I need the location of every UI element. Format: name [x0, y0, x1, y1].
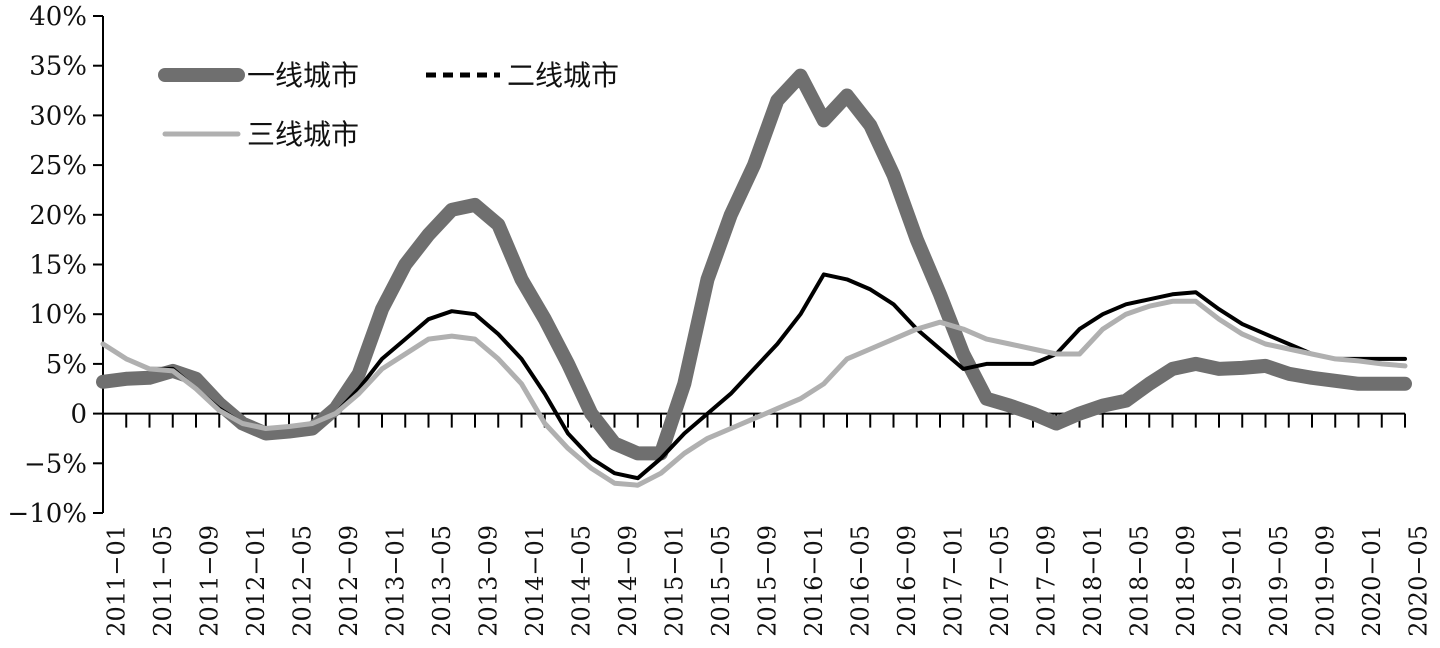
x-axis: 2011−01 2011−05 2011−09 2012−01 2012−05 2012−…	[103, 412, 1433, 637]
y-axis: −10% −5% 0 5% 10% 15% 20% 25% 30% 35% 40%	[7, 2, 104, 529]
x-tick-label: 2017−09	[1033, 525, 1061, 637]
x-tick-label: 2016−01	[800, 525, 828, 637]
x-tick-label: 2017−05	[986, 525, 1014, 637]
y-tick-label: 40%	[29, 2, 87, 32]
series-line-3	[100, 298, 1408, 488]
y-tick-label: 35%	[29, 52, 87, 82]
x-tick-label: 2020−05	[1405, 525, 1433, 637]
x-tick-label: 2015−09	[754, 525, 782, 637]
legend-label-1: 一线城市	[247, 59, 359, 92]
x-tick-label: 2019−05	[1265, 525, 1293, 637]
x-tick-label: 2013−05	[428, 525, 456, 637]
y-tick-label: 30%	[29, 101, 87, 131]
x-tick-label: 2011−01	[103, 525, 131, 637]
x-tick-label: 2018−05	[1126, 525, 1154, 637]
y-tick-label: −5%	[24, 449, 87, 479]
x-tick-label: 2015−05	[707, 525, 735, 637]
x-tick-label: 2020−01	[1358, 525, 1386, 637]
x-tick-label: 2014−09	[614, 525, 642, 637]
series-lines	[96, 68, 1412, 488]
x-tick-label: 2017−01	[940, 525, 968, 637]
x-tick-label: 2012−01	[242, 525, 270, 637]
x-tick-label: 2019−09	[1312, 525, 1340, 637]
x-tick-label: 2011−09	[196, 525, 224, 637]
x-tick-label: 2012−09	[335, 525, 363, 637]
x-tick-label: 2014−05	[568, 525, 596, 637]
x-tick-label: 2015−01	[661, 525, 689, 637]
x-tick-label: 2013−01	[382, 525, 410, 637]
legend-label-2: 二线城市	[507, 59, 619, 92]
y-tick-label: 0	[70, 400, 87, 430]
y-tick-label: 25%	[29, 151, 87, 181]
x-tick-label: 2016−09	[893, 525, 921, 637]
x-tick-label: 2014−01	[521, 525, 549, 637]
series-line-2	[101, 272, 1407, 481]
x-tick-label: 2018−09	[1172, 525, 1200, 637]
x-tick-label: 2019−01	[1219, 525, 1247, 637]
y-tick-label: 10%	[29, 300, 87, 330]
y-tick-label: 15%	[29, 251, 87, 281]
x-tick-label: 2016−05	[847, 525, 875, 637]
legend-label-3: 三线城市	[247, 118, 359, 151]
x-tick-label: 2013−09	[475, 525, 503, 637]
x-tick-label: 2018−01	[1079, 525, 1107, 637]
x-tick-label: 2012−05	[289, 525, 317, 637]
y-tick-label: 5%	[46, 350, 87, 380]
y-tick-label: −10%	[7, 499, 87, 529]
y-tick-label: 20%	[29, 201, 87, 231]
x-tick-label: 2011−05	[149, 525, 177, 637]
